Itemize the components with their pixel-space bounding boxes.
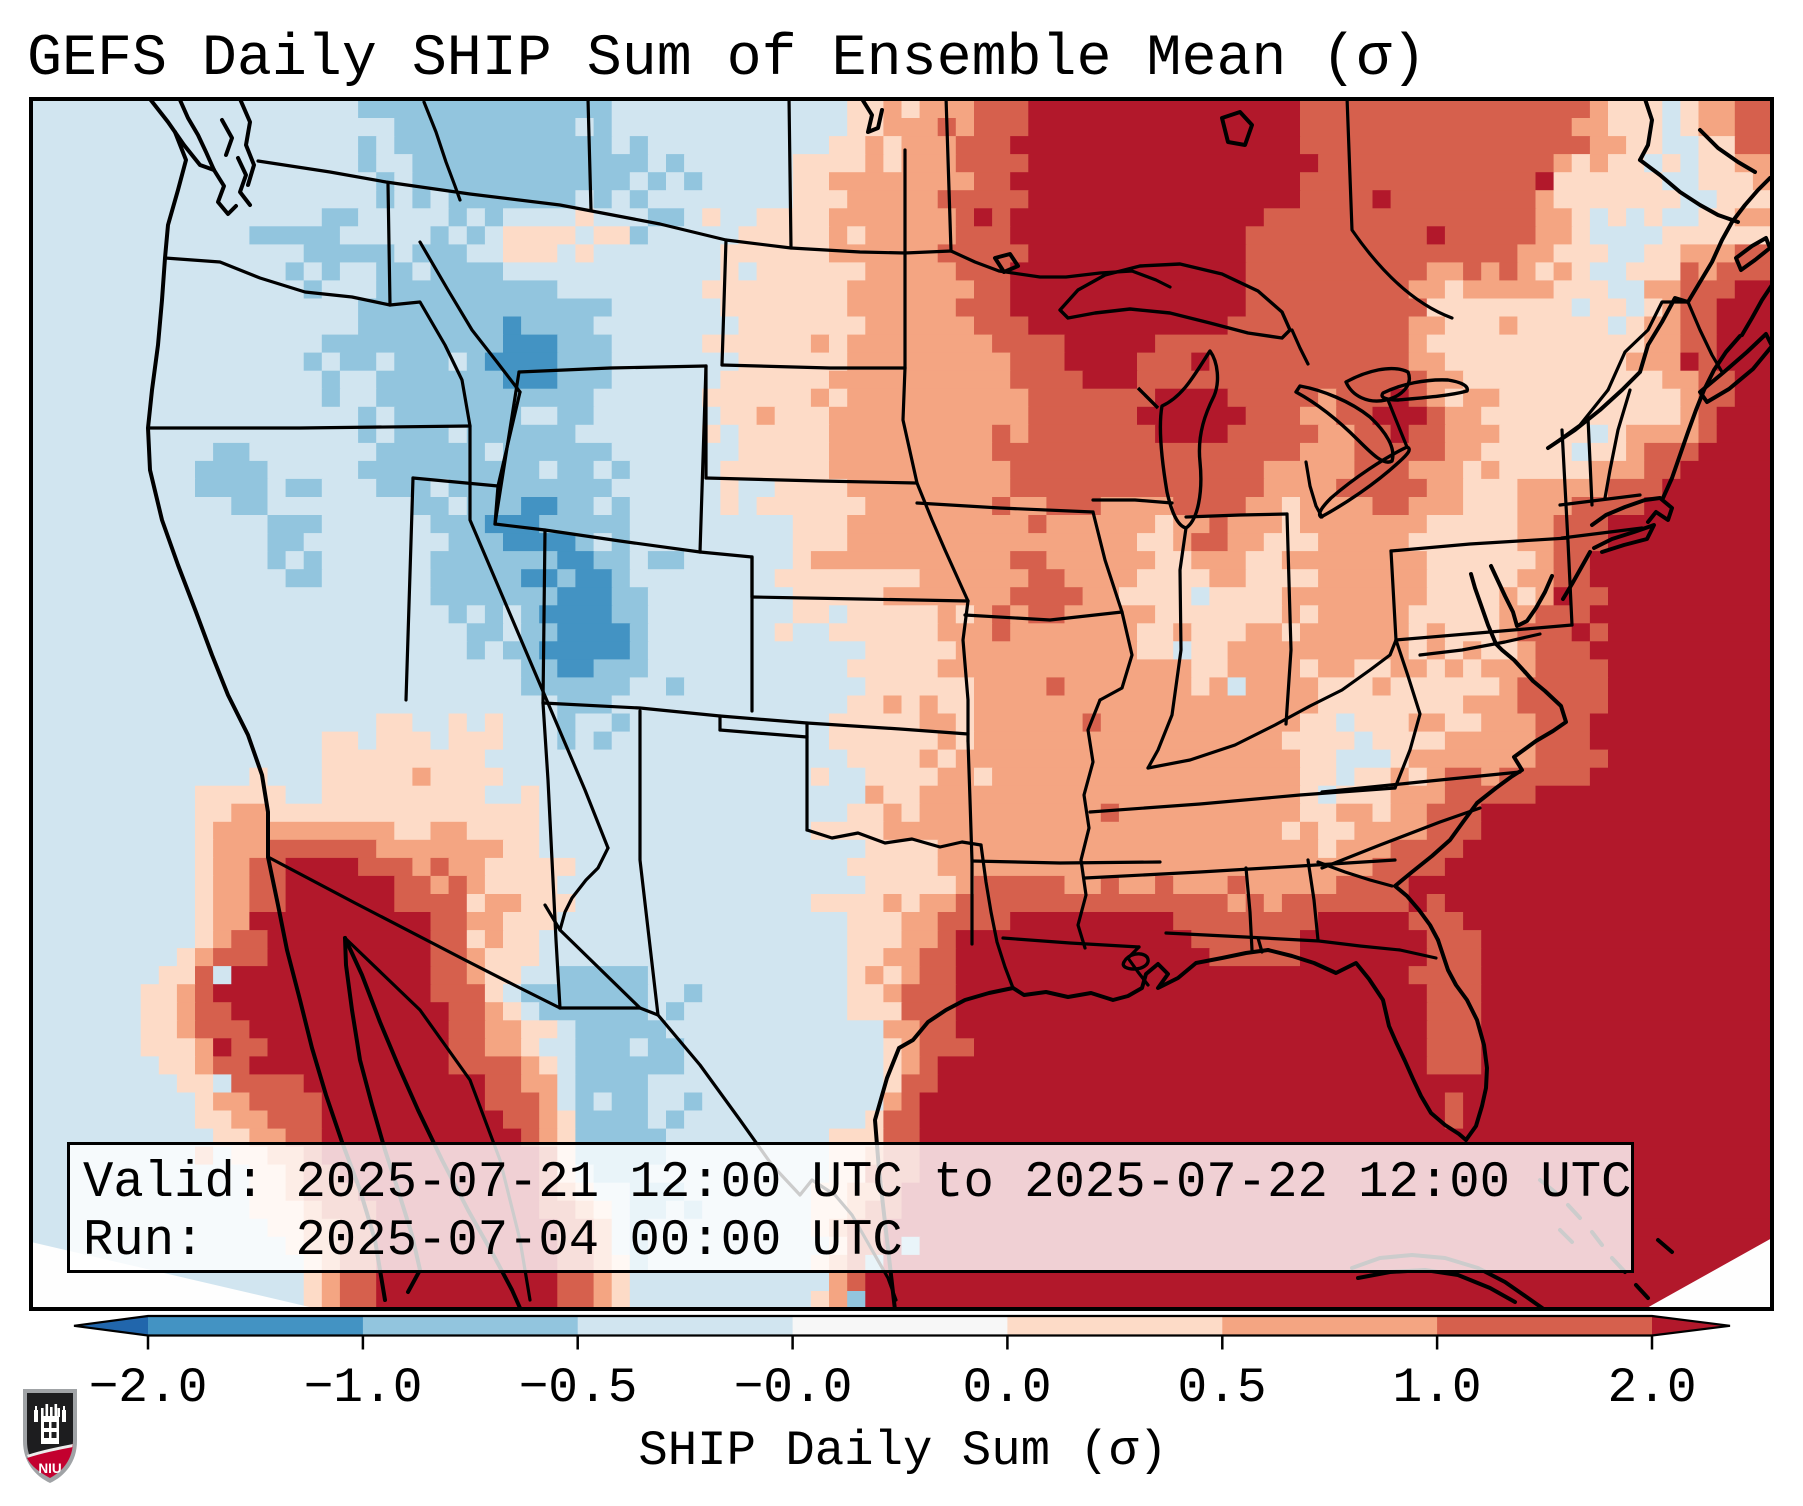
svg-text:NIU: NIU [38,1461,61,1476]
